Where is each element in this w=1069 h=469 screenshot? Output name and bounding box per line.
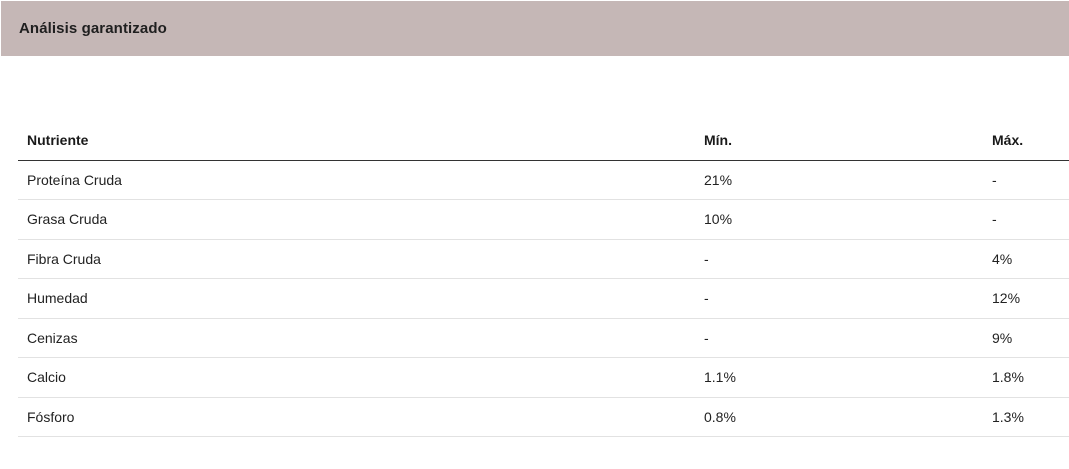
table-row: Grasa Cruda 10% - — [18, 199, 1069, 240]
cell-nutrient: Calcio — [18, 357, 695, 398]
cell-min: 21% — [695, 160, 983, 200]
cell-max: 1.3% — [983, 397, 1069, 437]
guaranteed-analysis-table-container: Nutriente Mín. Máx. Proteína Cruda 21% -… — [18, 120, 1069, 437]
cell-max: 12% — [983, 278, 1069, 319]
cell-max: 4% — [983, 239, 1069, 279]
cell-nutrient: Humedad — [18, 278, 695, 319]
cell-max: - — [983, 199, 1069, 240]
table-row: Fósforo 0.8% 1.3% — [18, 397, 1069, 437]
column-header-max: Máx. — [983, 120, 1069, 161]
cell-min: - — [695, 278, 983, 319]
column-header-nutrient: Nutriente — [18, 120, 695, 161]
column-header-min: Mín. — [695, 120, 983, 161]
table-row: Proteína Cruda 21% - — [18, 160, 1069, 200]
cell-min: 0.8% — [695, 397, 983, 437]
cell-nutrient: Fósforo — [18, 397, 695, 437]
cell-min: 1.1% — [695, 357, 983, 398]
table-row: Cenizas - 9% — [18, 318, 1069, 358]
table-row: Fibra Cruda - 4% — [18, 239, 1069, 279]
cell-min: - — [695, 318, 983, 358]
section-title: Análisis garantizado — [19, 20, 167, 37]
section-header[interactable]: Análisis garantizado — [1, 1, 1069, 56]
cell-nutrient: Proteína Cruda — [18, 160, 695, 200]
cell-min: 10% — [695, 199, 983, 240]
guaranteed-analysis-table: Nutriente Mín. Máx. Proteína Cruda 21% -… — [18, 120, 1069, 437]
cell-max: - — [983, 160, 1069, 200]
table-header-row: Nutriente Mín. Máx. — [18, 120, 1069, 161]
cell-nutrient: Grasa Cruda — [18, 199, 695, 240]
cell-max: 1.8% — [983, 357, 1069, 398]
table-row: Calcio 1.1% 1.8% — [18, 357, 1069, 398]
cell-nutrient: Cenizas — [18, 318, 695, 358]
cell-max: 9% — [983, 318, 1069, 358]
table-row: Humedad - 12% — [18, 278, 1069, 319]
cell-nutrient: Fibra Cruda — [18, 239, 695, 279]
cell-min: - — [695, 239, 983, 279]
